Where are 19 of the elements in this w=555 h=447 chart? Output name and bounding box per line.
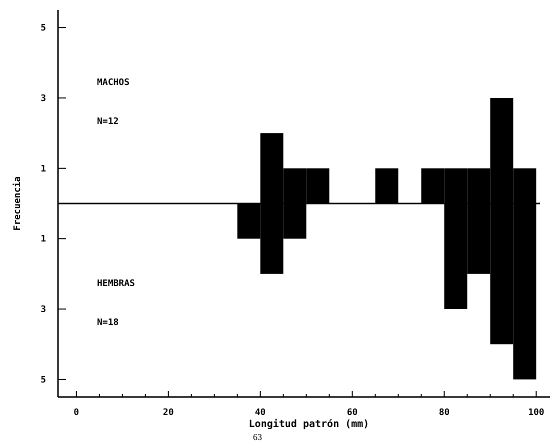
y-tick-label: 3 bbox=[40, 305, 46, 316]
y-tick-label: 5 bbox=[40, 375, 46, 386]
y-tick-label: 3 bbox=[40, 94, 46, 104]
x-tick-label: 60 bbox=[346, 408, 358, 418]
x-axis-title: Longitud patrón (mm) bbox=[248, 418, 370, 430]
annotation: N=12 bbox=[97, 117, 119, 127]
text: 63 bbox=[253, 432, 262, 442]
x-tick-label: 0 bbox=[74, 408, 80, 418]
x-tick-label: 80 bbox=[438, 408, 450, 418]
y-tick-label: 1 bbox=[40, 234, 46, 245]
y-axis-title: Frecuencia bbox=[12, 176, 23, 231]
annotation: MACHOS bbox=[97, 78, 130, 88]
x-tick-label: 100 bbox=[528, 408, 544, 418]
y-tick-label: 1 bbox=[40, 164, 46, 174]
x-tick-label: 20 bbox=[162, 408, 174, 418]
y-tick-label: 5 bbox=[40, 24, 46, 34]
x-tick-label: 40 bbox=[254, 408, 266, 418]
annotation: N=18 bbox=[97, 318, 119, 328]
annotation: HEMBRAS bbox=[97, 279, 135, 289]
